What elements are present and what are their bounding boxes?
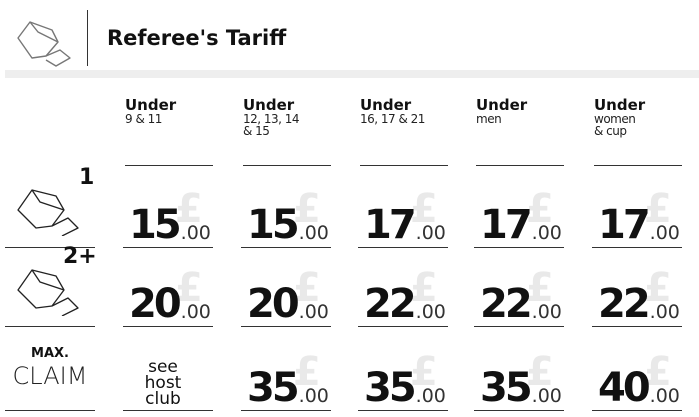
price-pence: .00 — [649, 385, 680, 407]
price-cell: £15.00 — [241, 189, 331, 248]
currency: £ — [526, 186, 554, 232]
column-header: Under 16, 17 & 21 — [360, 97, 448, 166]
column-sub: women — [594, 112, 636, 126]
title: Referee's Tariff — [107, 26, 287, 50]
column-sub: 9 & 11 — [125, 112, 162, 126]
price-whole: 35 — [247, 365, 300, 411]
header-bar — [5, 70, 699, 78]
price-whole: 20 — [129, 281, 182, 327]
column-label: Under — [360, 96, 412, 114]
row-label-text: 1 — [79, 165, 95, 190]
currency: £ — [644, 186, 672, 232]
price-cell: £35.00 — [241, 352, 331, 411]
cell-text: see — [148, 357, 178, 377]
row-label-top: MAX. — [31, 346, 69, 361]
price-cell: £17.00 — [358, 189, 448, 248]
price-cell: £35.00 — [474, 352, 564, 411]
price-pence: .00 — [649, 301, 680, 323]
price-cell: £15.00 — [123, 189, 213, 248]
currency: £ — [526, 265, 554, 311]
price-cell: £22.00 — [358, 268, 448, 327]
price-pence: .00 — [180, 222, 211, 244]
price-pence: .00 — [415, 385, 446, 407]
cell-text: club — [145, 389, 181, 409]
price-whole: 17 — [598, 202, 651, 248]
column-label: Under — [476, 96, 528, 114]
column-header: Under women & cup — [594, 97, 682, 166]
price-cell: £17.00 — [474, 189, 564, 248]
currency: £ — [175, 186, 203, 232]
price-pence: .00 — [298, 222, 329, 244]
price-pence: .00 — [415, 301, 446, 323]
price-pence: .00 — [649, 222, 680, 244]
price-cell: £20.00 — [123, 268, 213, 327]
column-sub: 16, 17 & 21 — [360, 112, 425, 126]
whistle-icon — [17, 189, 79, 236]
price-whole: 17 — [364, 202, 417, 248]
price-cell: £20.00 — [241, 268, 331, 327]
divider — [87, 10, 88, 66]
row-label: 1 — [5, 165, 95, 248]
price-cell: see host club — [123, 359, 213, 411]
row-label-text: 2+ — [63, 244, 97, 269]
price-pence: .00 — [531, 385, 562, 407]
currency: £ — [410, 349, 438, 395]
price-pence: .00 — [531, 222, 562, 244]
row-label: 2+ — [5, 244, 97, 327]
price-whole: 35 — [364, 365, 417, 411]
whistle-icon — [17, 269, 79, 316]
price-pence: .00 — [531, 301, 562, 323]
column-header: Under men — [476, 97, 564, 166]
row-label: MAX. CLAIM — [5, 330, 95, 411]
column-label: Under — [125, 96, 177, 114]
price-pence: .00 — [298, 385, 329, 407]
price-whole: 40 — [598, 365, 651, 411]
price-pence: .00 — [298, 301, 329, 323]
price-whole: 20 — [247, 281, 300, 327]
price-cell: £22.00 — [592, 268, 682, 327]
price-pence: .00 — [415, 222, 446, 244]
currency: £ — [644, 265, 672, 311]
currency: £ — [526, 349, 554, 395]
price-whole: 22 — [364, 281, 417, 327]
price-whole: 35 — [480, 365, 533, 411]
column-sub: men — [476, 112, 502, 126]
currency: £ — [293, 186, 321, 232]
row-label-text: CLAIM — [12, 362, 88, 390]
price-whole: 22 — [598, 281, 651, 327]
price-whole: 17 — [480, 202, 533, 248]
header-icon — [17, 21, 71, 67]
price-cell: £35.00 — [358, 352, 448, 411]
column-header: Under 9 & 11 — [125, 97, 213, 166]
price-pence: .00 — [180, 301, 211, 323]
currency: £ — [293, 265, 321, 311]
price-whole: 15 — [129, 202, 182, 248]
price-whole: 22 — [480, 281, 533, 327]
column-sub: & 15 — [243, 124, 270, 138]
price-cell: £22.00 — [474, 268, 564, 327]
currency: £ — [644, 349, 672, 395]
cell-text: host — [144, 373, 182, 393]
currency: £ — [410, 186, 438, 232]
column-sub: & cup — [594, 124, 627, 138]
price-cell: £40.00 — [592, 352, 682, 411]
price-whole: 15 — [247, 202, 300, 248]
column-header: Under 12, 13, 14 & 15 — [243, 97, 331, 166]
currency: £ — [293, 349, 321, 395]
column-label: Under — [243, 96, 295, 114]
column-sub: 12, 13, 14 — [243, 112, 300, 126]
price-cell: £17.00 — [592, 189, 682, 248]
currency: £ — [410, 265, 438, 311]
column-label: Under — [594, 96, 646, 114]
currency: £ — [175, 265, 203, 311]
